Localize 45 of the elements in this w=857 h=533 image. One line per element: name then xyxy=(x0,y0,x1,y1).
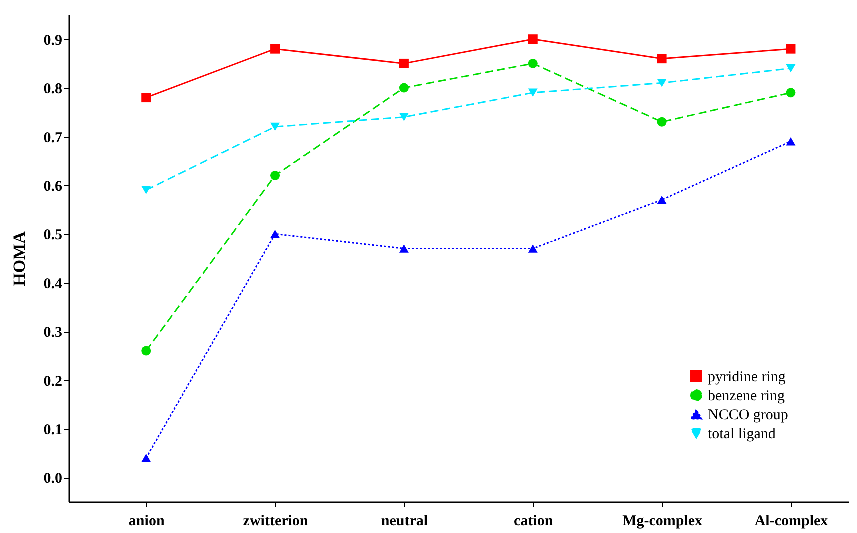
y-tick-label: 0.9 xyxy=(44,32,62,49)
point xyxy=(270,230,280,238)
point xyxy=(528,58,538,68)
point xyxy=(399,58,409,68)
point xyxy=(142,454,152,462)
point xyxy=(270,122,280,132)
point xyxy=(786,138,796,146)
point xyxy=(142,186,152,194)
point xyxy=(657,117,667,127)
x-tick-label: neutral xyxy=(381,514,428,530)
x-tick-label: Mg-complex xyxy=(622,514,704,530)
y-tick-label: 0.8 xyxy=(44,82,62,98)
point xyxy=(786,88,796,98)
point xyxy=(142,346,152,356)
legend-label: pyridine ring xyxy=(708,370,786,386)
legend-label: benzene ring xyxy=(708,388,786,404)
point xyxy=(528,88,538,98)
y-tick-label: 0.2 xyxy=(44,374,62,390)
point xyxy=(786,64,796,73)
point xyxy=(399,113,409,122)
x-tick-label: anion xyxy=(128,514,166,530)
point xyxy=(528,34,538,44)
x-tick-label: Al-complex xyxy=(754,514,829,530)
point xyxy=(528,244,538,253)
y-tick-label: 0.3 xyxy=(44,325,62,342)
x-tick-label: cation xyxy=(514,514,554,530)
y-tick-label: 0.7 xyxy=(44,130,63,146)
point xyxy=(399,244,409,253)
x-tick-label: zwitterion xyxy=(243,514,309,530)
legend-label: total ligand xyxy=(708,426,776,442)
point xyxy=(657,79,667,88)
y-tick-label: 0.6 xyxy=(44,178,63,195)
legend-label: NCCO group xyxy=(708,408,788,424)
point xyxy=(657,54,667,64)
point xyxy=(657,196,667,204)
y-tick-label: 0.0 xyxy=(44,471,62,488)
y-tick-label: 0.5 xyxy=(44,228,62,244)
point xyxy=(142,93,152,103)
y-axis-title: HOMA xyxy=(10,230,29,286)
point xyxy=(270,170,280,180)
point xyxy=(786,44,796,54)
point xyxy=(270,44,280,54)
y-tick-label: 0.1 xyxy=(44,422,62,438)
point xyxy=(399,83,409,93)
y-tick-label: 0.4 xyxy=(44,276,63,292)
